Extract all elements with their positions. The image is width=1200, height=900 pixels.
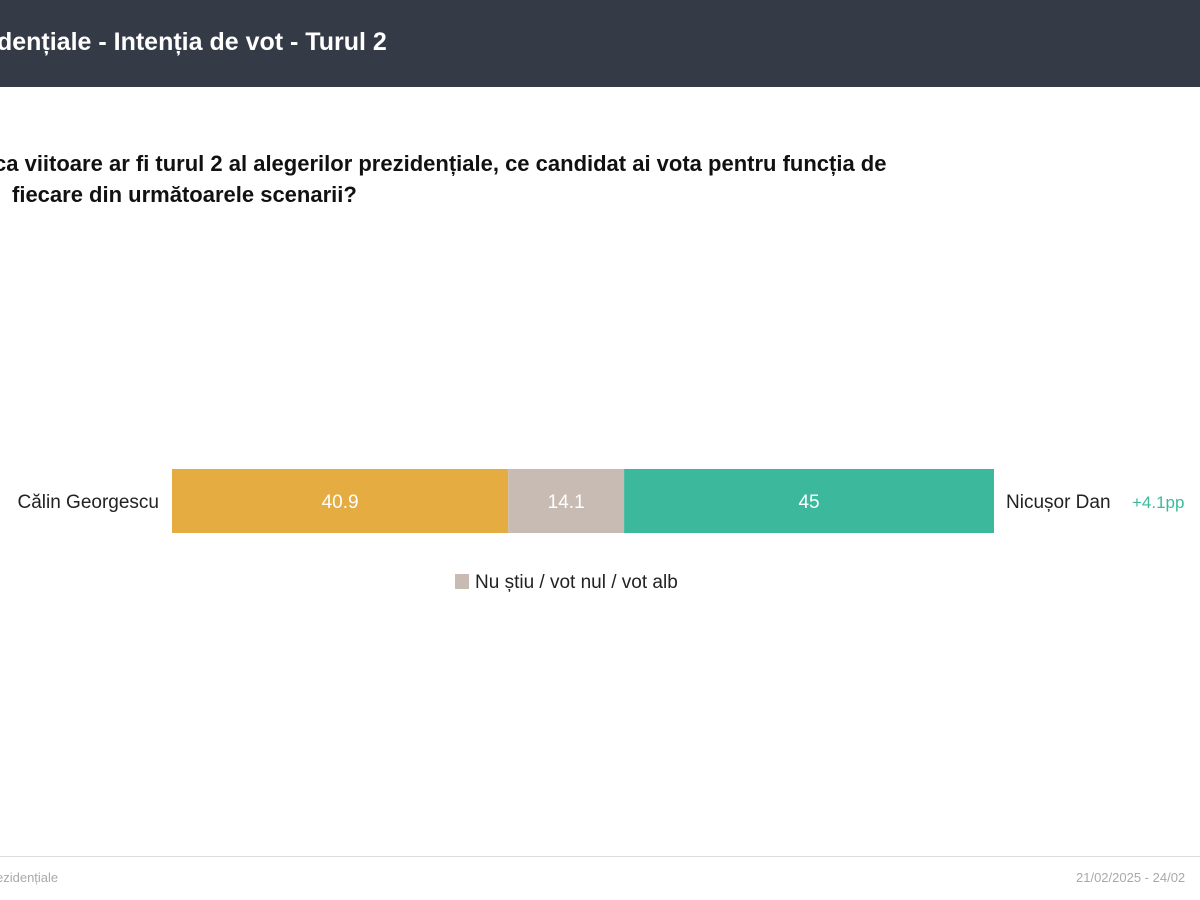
footer-date-range: 21/02/2025 - 24/02 [1076, 870, 1186, 885]
bar-value-label-1: 40.9 [322, 492, 359, 513]
legend-label: Nu știu / vot nul / vot alb [475, 572, 678, 593]
bar-segment-3 [624, 469, 994, 533]
bar-value-label-3: 45 [798, 492, 819, 513]
footer-source: ezidențiale [0, 870, 59, 885]
bar-value-label-2: 14.1 [548, 492, 585, 513]
right-candidate-label: Nicușor Dan [1006, 492, 1111, 513]
stacked-bar-chart: 40.9 14.1 45 Călin Georgescu Nicușor Dan +4.1… [0, 455, 1200, 605]
legend-swatch [455, 574, 469, 589]
chart-svg: 40.9 14.1 45 Călin Georgescu Nicușor Dan +4.1… [17, 469, 1184, 593]
bar-segment-1 [172, 469, 509, 533]
question-line-1: ca viitoare ar fi turul 2 al alegerilor … [0, 151, 887, 176]
header-bar: idențiale - Intenția de vot - Turul 2 [0, 0, 1200, 87]
question-line-2: fiecare din următoarele scenarii? [12, 182, 357, 207]
left-candidate-label: Călin Georgescu [17, 492, 159, 513]
header-title: idențiale - Intenția de vot - Turul 2 [0, 28, 387, 56]
bar-segment-2 [508, 469, 625, 533]
footer-divider [0, 856, 1200, 857]
question-text: ca viitoare ar fi turul 2 al alegerilor … [0, 148, 1194, 210]
difference-label: +4.1pp [1132, 493, 1184, 512]
